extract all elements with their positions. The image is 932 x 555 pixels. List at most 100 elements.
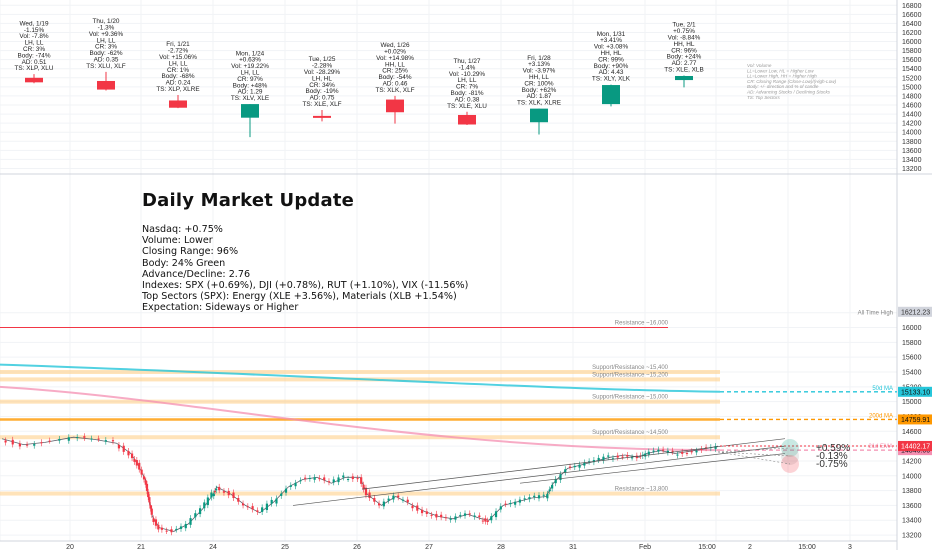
intraday-candle-body bbox=[473, 515, 476, 517]
x-tick-label: 24 bbox=[209, 544, 217, 550]
intraday-candle-body bbox=[559, 474, 562, 481]
y-tick-label-top: 16000 bbox=[902, 39, 922, 46]
candle-annotation-line: TS: XLP, XLRE bbox=[156, 86, 199, 93]
intraday-candle-body bbox=[671, 450, 674, 452]
intraday-candle-body bbox=[67, 437, 70, 441]
intraday-candle-body bbox=[685, 452, 689, 454]
info-line-indexes: Indexes: SPX (+0.69%), DJI (+0.78%), RUT… bbox=[142, 280, 469, 292]
candle-annotation-line: TS: XLE, XLU bbox=[447, 103, 487, 110]
candle-annotation-line: AD: 1.29 bbox=[238, 89, 263, 96]
candle-annotation-line: Body: -62% bbox=[89, 50, 122, 57]
legend-line: Body: +/- direction and % of candle bbox=[747, 84, 819, 89]
info-title: Daily Market Update bbox=[142, 190, 355, 211]
intraday-candle-body bbox=[504, 503, 507, 505]
intraday-candle-body bbox=[397, 495, 400, 498]
projection-label: -0.13% bbox=[816, 451, 848, 462]
candle-annotation-line: Vol: +14.98% bbox=[376, 55, 414, 62]
intraday-candle-body bbox=[602, 456, 605, 461]
ath-value-tag bbox=[898, 306, 932, 317]
x-tick-label: 25 bbox=[281, 544, 289, 550]
intraday-candle-body bbox=[147, 491, 150, 498]
intraday-candle-body bbox=[157, 524, 160, 530]
candle-annotation-line: CR: 34% bbox=[309, 82, 335, 89]
x-tick-label: 31 bbox=[569, 544, 577, 550]
projection-label: -0.75% bbox=[816, 459, 848, 470]
intraday-candle-body bbox=[666, 450, 669, 453]
legend-line: CR: Closing Range (Close-Low)/(High-Low) bbox=[747, 79, 837, 84]
intraday-candle-body bbox=[459, 514, 462, 516]
intraday-candle-body bbox=[76, 437, 79, 439]
intraday-candle-body bbox=[616, 455, 619, 458]
candle-annotation-line: AD: 4.43 bbox=[599, 69, 624, 76]
info-line-nasdaq: Nasdaq: +0.75% bbox=[142, 224, 223, 235]
intraday-candle-body bbox=[551, 484, 554, 489]
intraday-candle-body bbox=[630, 457, 634, 459]
y-tick-label-bottom: 15400 bbox=[902, 370, 922, 377]
intraday-candle-body bbox=[351, 476, 354, 480]
intraday-candle-body bbox=[97, 438, 100, 440]
level-label: Support/Resistance ~14,500 bbox=[592, 430, 669, 436]
intraday-candle-body bbox=[444, 517, 448, 519]
intraday-candle-body bbox=[265, 503, 269, 511]
daily-candle-body bbox=[97, 80, 115, 90]
level-label: Support/Resistance ~15,000 bbox=[592, 395, 669, 401]
intraday-candle-body bbox=[337, 477, 340, 483]
candle-annotation-line: +0.63% bbox=[239, 57, 261, 64]
intraday-candle-body bbox=[392, 495, 395, 500]
intraday-candle-body bbox=[635, 455, 638, 459]
intraday-candle-body bbox=[356, 478, 359, 480]
daily-candle-body bbox=[530, 108, 548, 123]
intraday-candle-body bbox=[48, 440, 51, 442]
x-tick-label: 15:00 bbox=[698, 544, 716, 550]
intraday-candle-body bbox=[189, 518, 192, 525]
candle-annotation-line: TS: XLY, XLK bbox=[592, 76, 631, 83]
x-tick-label: 20 bbox=[66, 544, 74, 550]
candle-annotation-line: Vol: +15.06% bbox=[159, 54, 197, 61]
candle-annotation-line: Thu, 1/20 bbox=[92, 18, 119, 25]
y-tick-label-top: 13400 bbox=[902, 157, 922, 164]
intraday-candle-body bbox=[58, 438, 61, 441]
candle-annotation-line: TS: XLE, XLB bbox=[664, 67, 703, 74]
intraday-candle-body bbox=[514, 501, 517, 505]
candle-annotation-line: LH, LL bbox=[458, 77, 477, 84]
y-tick-label-top: 15200 bbox=[902, 75, 922, 82]
intraday-candle-body bbox=[323, 477, 326, 481]
intraday-candle-body bbox=[142, 476, 146, 480]
candle-annotation-line: +3.41% bbox=[600, 37, 622, 44]
y-tick-label-top: 16600 bbox=[902, 12, 922, 19]
intraday-candle-body bbox=[294, 482, 297, 487]
y-tick-label-top: 14400 bbox=[902, 112, 922, 119]
intraday-candle-body bbox=[420, 509, 424, 514]
projection-line bbox=[717, 447, 791, 453]
y-tick-label-top: 14200 bbox=[902, 121, 922, 128]
daily-candle-body bbox=[313, 115, 331, 118]
intraday-candle-body bbox=[382, 501, 385, 507]
intraday-candle-body bbox=[203, 502, 206, 509]
candle-annotation-line: +3.13% bbox=[528, 61, 550, 68]
candle-annotation-line: TS: XLP, XLU bbox=[15, 65, 54, 72]
candle-annotation-line: +0.75% bbox=[673, 28, 695, 35]
intraday-candle-body bbox=[546, 493, 549, 499]
moving-average-line bbox=[0, 385, 721, 452]
intraday-candle-body bbox=[154, 519, 158, 526]
intraday-candle-body bbox=[368, 492, 371, 499]
level-band bbox=[0, 491, 720, 496]
candle-annotation-line: -1.4% bbox=[459, 64, 476, 71]
candle-annotation-line: CR: 3% bbox=[95, 44, 117, 51]
candle-annotation-line: Body: -19% bbox=[305, 88, 338, 95]
candle-annotation-line: LH, HL bbox=[312, 75, 332, 82]
candle-annotation-line: Body: -68% bbox=[161, 73, 194, 80]
intraday-candle-body bbox=[494, 511, 498, 518]
daily-candle-body bbox=[25, 77, 43, 83]
legend-line: LL=Lower Low, HL = Higher Low bbox=[747, 68, 814, 73]
intraday-candle-body bbox=[304, 477, 307, 479]
intraday-candle-body bbox=[313, 477, 316, 480]
intraday-candle-body bbox=[299, 480, 302, 482]
level-label: Resistance ~13,800 bbox=[615, 487, 669, 493]
intraday-candle-body bbox=[676, 454, 679, 456]
moving-average-value-text: 14346.00 bbox=[901, 448, 930, 455]
y-tick-label-top: 15600 bbox=[902, 57, 922, 64]
candle-annotation-line: Vol: +3.08% bbox=[594, 44, 629, 51]
intraday-candle-body bbox=[537, 495, 541, 499]
